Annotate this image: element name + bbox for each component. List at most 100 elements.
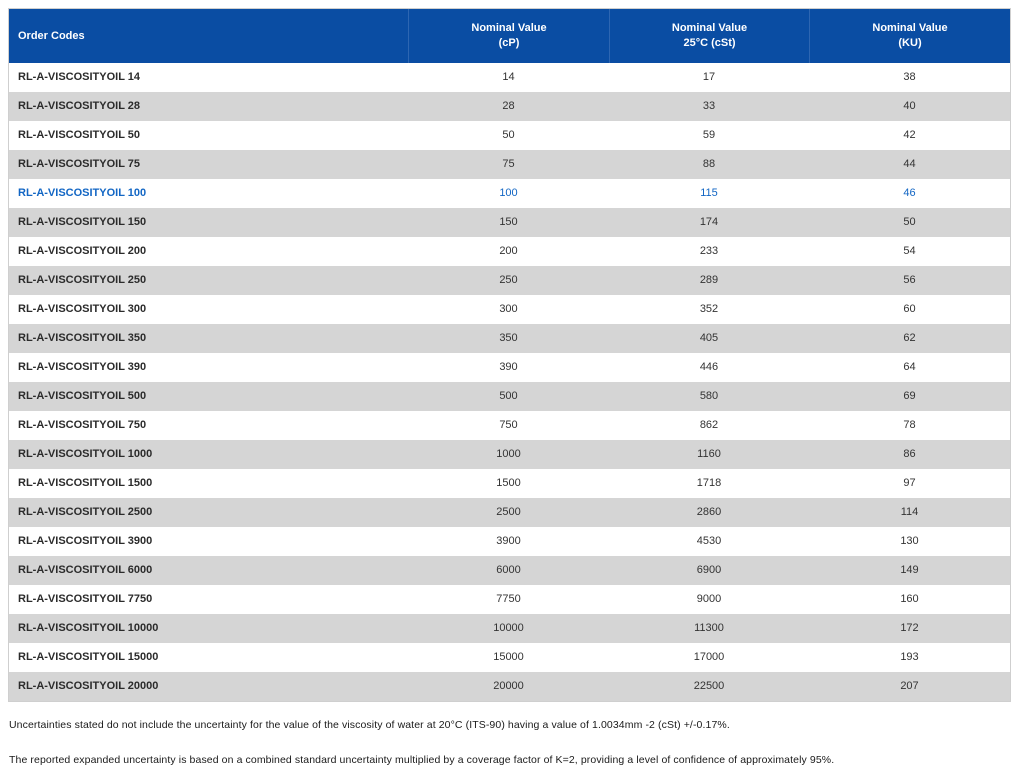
column-header-label: Nominal Value (671, 22, 748, 34)
value-ku-cell: 160 (900, 593, 919, 605)
value-cst-cell: 115 (700, 187, 718, 199)
value-cp-cell: 7750 (496, 593, 521, 605)
table-row[interactable]: RL-A-VISCOSITYOIL 350 350 405 62 (9, 324, 1010, 353)
order-code-cell[interactable]: RL-A-VISCOSITYOIL 1000 (18, 448, 153, 460)
table-row[interactable]: RL-A-VISCOSITYOIL 390 390 446 64 (9, 353, 1010, 382)
value-ku-cell: 44 (903, 158, 916, 170)
value-cp-cell: 500 (499, 390, 518, 402)
value-cst-cell: 174 (699, 216, 719, 228)
viscosity-oil-table: Order Codes Nominal Value (cP) Nominal V… (8, 8, 1011, 702)
value-cst-cell: 9000 (696, 593, 722, 605)
value-cst-cell: 580 (699, 390, 719, 402)
table-row[interactable]: RL-A-VISCOSITYOIL 14 14 17 38 (9, 63, 1010, 92)
value-cst-cell: 6900 (696, 564, 722, 576)
table-row[interactable]: RL-A-VISCOSITYOIL 300 300 352 60 (9, 295, 1010, 324)
table-row[interactable]: RL-A-VISCOSITYOIL 200 200 233 54 (9, 237, 1010, 266)
column-header-sublabel: 25°C (cSt) (683, 37, 736, 49)
order-code-cell[interactable]: RL-A-VISCOSITYOIL 300 (18, 303, 147, 315)
table-row[interactable]: RL-A-VISCOSITYOIL 150 150 174 50 (9, 208, 1010, 237)
order-code-cell[interactable]: RL-A-VISCOSITYOIL 50 (18, 129, 141, 141)
order-code-cell[interactable]: RL-A-VISCOSITYOIL 7750 (18, 593, 153, 605)
value-ku-cell: 78 (903, 419, 916, 431)
value-cst-cell: 1160 (697, 448, 721, 460)
value-cst-cell: 289 (699, 274, 719, 286)
order-code-cell[interactable]: RL-A-VISCOSITYOIL 350 (18, 332, 147, 344)
order-code-cell[interactable]: RL-A-VISCOSITYOIL 500 (18, 390, 147, 402)
table-row[interactable]: RL-A-VISCOSITYOIL 2500 2500 2860 114 (9, 498, 1010, 527)
order-code-cell[interactable]: RL-A-VISCOSITYOIL 14 (18, 71, 141, 83)
value-cp-cell: 15000 (493, 651, 524, 663)
table-row[interactable]: RL-A-VISCOSITYOIL 250 250 289 56 (9, 266, 1010, 295)
order-code-cell[interactable]: RL-A-VISCOSITYOIL 250 (18, 274, 147, 286)
value-ku-cell: 50 (903, 216, 916, 228)
column-header-order-codes: Order Codes (9, 9, 408, 63)
table-row[interactable]: RL-A-VISCOSITYOIL 50 50 59 42 (9, 121, 1010, 150)
order-code-cell[interactable]: RL-A-VISCOSITYOIL 2500 (18, 506, 153, 518)
column-header-nominal-value-cp: Nominal Value (cP) (408, 9, 609, 63)
value-cst-cell: 4530 (696, 535, 722, 547)
value-cp-cell: 28 (502, 100, 515, 112)
value-ku-cell: 60 (903, 303, 916, 315)
value-cp-cell: 75 (502, 158, 515, 170)
order-code-cell[interactable]: RL-A-VISCOSITYOIL 3900 (18, 535, 153, 547)
column-header-nominal-value-ku: Nominal Value (KU) (809, 9, 1010, 63)
table-row[interactable]: RL-A-VISCOSITYOIL 15000 15000 17000 193 (9, 643, 1010, 672)
value-cst-cell: 1718 (696, 477, 722, 489)
value-cp-cell: 1500 (496, 477, 521, 489)
order-code-cell[interactable]: RL-A-VISCOSITYOIL 28 (18, 100, 141, 112)
order-code-cell[interactable]: RL-A-VISCOSITYOIL 1500 (18, 477, 153, 489)
table-row[interactable]: RL-A-VISCOSITYOIL 28 28 33 40 (9, 92, 1010, 121)
value-cst-cell: 88 (702, 158, 716, 170)
value-ku-cell: 97 (903, 477, 916, 489)
value-cst-cell: 17 (702, 71, 716, 83)
value-cp-cell: 300 (499, 303, 518, 315)
table-row[interactable]: RL-A-VISCOSITYOIL 1000 1000 1160 86 (9, 440, 1010, 469)
value-cp-cell: 350 (499, 332, 518, 344)
column-header-nominal-value-cst: Nominal Value 25°C (cSt) (609, 9, 809, 63)
order-code-cell[interactable]: RL-A-VISCOSITYOIL 750 (18, 419, 147, 431)
table-row[interactable]: RL-A-VISCOSITYOIL 20000 20000 22500 207 (9, 672, 1010, 701)
column-header-sublabel: (cP) (498, 37, 520, 49)
value-cst-cell: 233 (699, 245, 719, 257)
value-ku-cell: 114 (900, 506, 919, 518)
order-code-cell[interactable]: RL-A-VISCOSITYOIL 200 (18, 245, 147, 257)
order-code-cell[interactable]: RL-A-VISCOSITYOIL 20000 (18, 680, 159, 692)
order-code-cell[interactable]: RL-A-VISCOSITYOIL 6000 (18, 564, 153, 576)
value-ku-cell: 56 (903, 274, 916, 286)
table-row[interactable]: RL-A-VISCOSITYOIL 1500 1500 1718 97 (9, 469, 1010, 498)
order-code-cell[interactable]: RL-A-VISCOSITYOIL 150 (18, 216, 147, 228)
value-ku-cell: 193 (900, 651, 919, 663)
value-ku-cell: 62 (903, 332, 916, 344)
value-cp-cell: 100 (499, 187, 518, 199)
value-cp-cell: 390 (499, 361, 518, 373)
table-header-row: Order Codes Nominal Value (cP) Nominal V… (9, 9, 1010, 63)
table-row[interactable]: RL-A-VISCOSITYOIL 500 500 580 69 (9, 382, 1010, 411)
value-ku-cell: 207 (900, 680, 919, 692)
table-row[interactable]: RL-A-VISCOSITYOIL 750 750 862 78 (9, 411, 1010, 440)
table-row[interactable]: RL-A-VISCOSITYOIL 3900 3900 4530 130 (9, 527, 1010, 556)
table-row[interactable]: RL-A-VISCOSITYOIL 6000 6000 6900 149 (9, 556, 1010, 585)
value-cp-cell: 2500 (496, 506, 521, 518)
value-cp-cell: 10000 (493, 622, 524, 634)
value-cst-cell: 446 (699, 361, 719, 373)
order-code-cell[interactable]: RL-A-VISCOSITYOIL 15000 (18, 651, 159, 663)
value-cst-cell: 59 (702, 129, 716, 141)
order-code-cell[interactable]: RL-A-VISCOSITYOIL 75 (18, 158, 141, 170)
table-row[interactable]: RL-A-VISCOSITYOIL 10000 10000 11300 172 (9, 614, 1010, 643)
order-code-cell[interactable]: RL-A-VISCOSITYOIL 390 (18, 361, 147, 373)
value-cp-cell: 1000 (496, 448, 521, 460)
value-cst-cell: 352 (699, 303, 719, 315)
value-cp-cell: 20000 (493, 680, 524, 692)
table-row[interactable]: RL-A-VISCOSITYOIL 100 100 115 46 (9, 179, 1010, 208)
value-cst-cell: 22500 (693, 680, 725, 692)
value-cp-cell: 6000 (496, 564, 521, 576)
table-row[interactable]: RL-A-VISCOSITYOIL 7750 7750 9000 160 (9, 585, 1010, 614)
table-row[interactable]: RL-A-VISCOSITYOIL 75 75 88 44 (9, 150, 1010, 179)
value-cst-cell: 862 (699, 419, 719, 431)
order-code-cell[interactable]: RL-A-VISCOSITYOIL 10000 (18, 622, 159, 634)
value-cp-cell: 50 (502, 129, 515, 141)
value-cp-cell: 3900 (496, 535, 521, 547)
order-code-cell[interactable]: RL-A-VISCOSITYOIL 100 (18, 187, 147, 199)
value-cst-cell: 17000 (693, 651, 725, 663)
